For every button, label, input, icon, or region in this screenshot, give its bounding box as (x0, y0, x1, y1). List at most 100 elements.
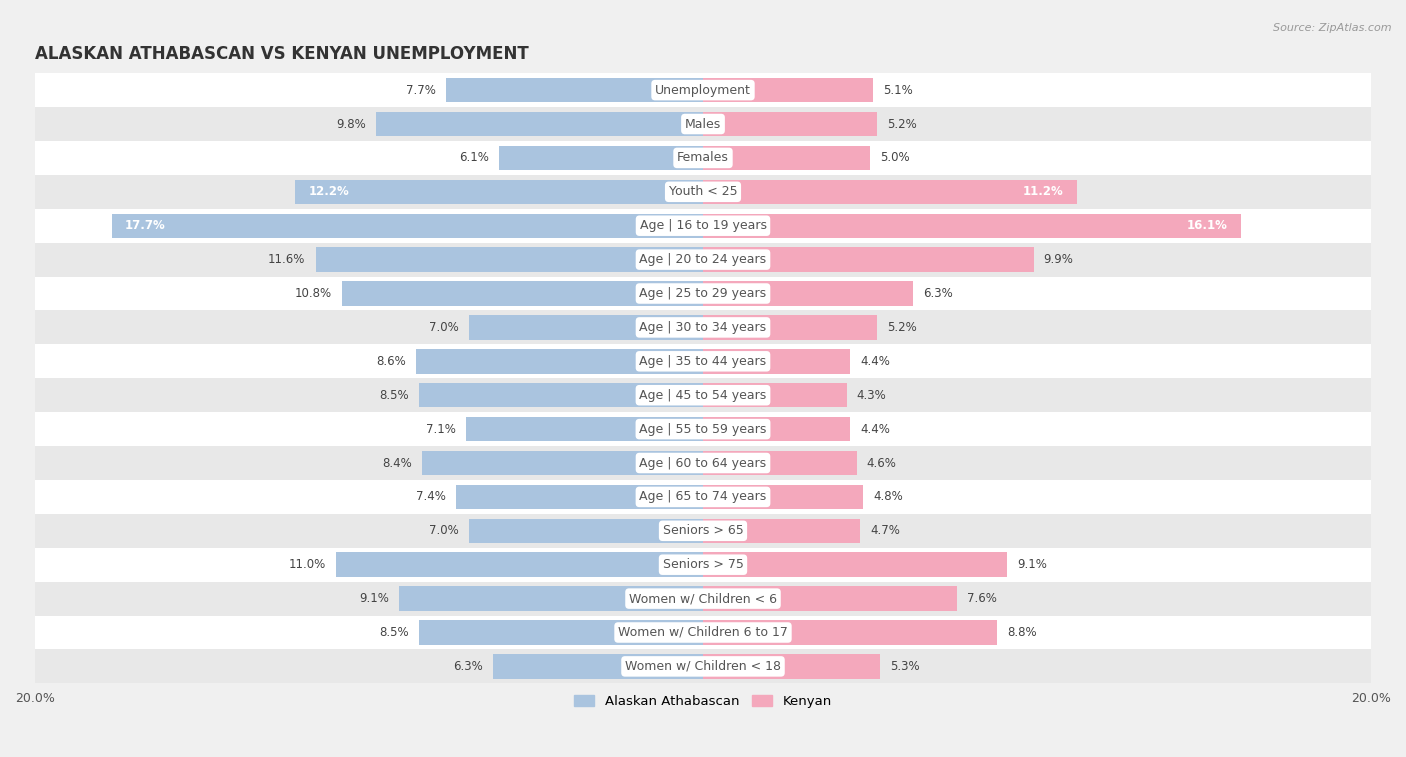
Bar (375, 112, 703, 136)
Bar (703, 620, 997, 645)
Bar (35, 650, 1371, 684)
Text: 10.8%: 10.8% (295, 287, 332, 300)
Bar (416, 349, 703, 373)
Bar (470, 315, 703, 340)
Text: 8.5%: 8.5% (380, 388, 409, 402)
Text: Source: ZipAtlas.com: Source: ZipAtlas.com (1274, 23, 1392, 33)
Text: 9.1%: 9.1% (359, 592, 389, 605)
Bar (422, 451, 703, 475)
Text: 5.0%: 5.0% (880, 151, 910, 164)
Text: 5.1%: 5.1% (883, 83, 912, 97)
Text: 4.3%: 4.3% (856, 388, 886, 402)
Text: 7.1%: 7.1% (426, 422, 456, 435)
Bar (35, 344, 1371, 378)
Bar (111, 213, 703, 238)
Bar (35, 175, 1371, 209)
Text: Age | 60 to 64 years: Age | 60 to 64 years (640, 456, 766, 469)
Bar (703, 248, 1033, 272)
Bar (703, 484, 863, 509)
Bar (336, 553, 703, 577)
Text: 8.5%: 8.5% (380, 626, 409, 639)
Text: Youth < 25: Youth < 25 (669, 185, 737, 198)
Legend: Alaskan Athabascan, Kenyan: Alaskan Athabascan, Kenyan (569, 690, 837, 713)
Text: 7.0%: 7.0% (429, 525, 460, 537)
Text: 7.7%: 7.7% (406, 83, 436, 97)
Text: 7.4%: 7.4% (416, 491, 446, 503)
Bar (465, 417, 703, 441)
Text: 9.8%: 9.8% (336, 117, 366, 130)
Text: 6.3%: 6.3% (924, 287, 953, 300)
Bar (703, 451, 856, 475)
Text: 8.8%: 8.8% (1007, 626, 1036, 639)
Bar (703, 78, 873, 102)
Bar (342, 282, 703, 306)
Text: 5.3%: 5.3% (890, 660, 920, 673)
Bar (703, 179, 1077, 204)
Text: 11.6%: 11.6% (269, 253, 305, 266)
Text: 4.8%: 4.8% (873, 491, 903, 503)
Text: 9.1%: 9.1% (1017, 558, 1047, 572)
Bar (35, 276, 1371, 310)
Bar (35, 412, 1371, 446)
Bar (703, 145, 870, 170)
Text: Seniors > 65: Seniors > 65 (662, 525, 744, 537)
Bar (35, 615, 1371, 650)
Text: 4.6%: 4.6% (866, 456, 897, 469)
Text: ALASKAN ATHABASCAN VS KENYAN UNEMPLOYMENT: ALASKAN ATHABASCAN VS KENYAN UNEMPLOYMEN… (35, 45, 529, 64)
Text: Age | 35 to 44 years: Age | 35 to 44 years (640, 355, 766, 368)
Text: Age | 30 to 34 years: Age | 30 to 34 years (640, 321, 766, 334)
Bar (470, 519, 703, 543)
Text: Age | 16 to 19 years: Age | 16 to 19 years (640, 220, 766, 232)
Bar (399, 587, 703, 611)
Bar (295, 179, 703, 204)
Text: 9.9%: 9.9% (1043, 253, 1074, 266)
Text: 12.2%: 12.2% (309, 185, 350, 198)
Text: 4.4%: 4.4% (860, 355, 890, 368)
Bar (703, 553, 1007, 577)
Text: 16.1%: 16.1% (1187, 220, 1227, 232)
Text: Women w/ Children 6 to 17: Women w/ Children 6 to 17 (619, 626, 787, 639)
Bar (35, 480, 1371, 514)
Bar (35, 378, 1371, 412)
Text: 11.0%: 11.0% (288, 558, 326, 572)
Text: 8.6%: 8.6% (375, 355, 406, 368)
Text: Males: Males (685, 117, 721, 130)
Text: 7.6%: 7.6% (967, 592, 997, 605)
Bar (703, 282, 914, 306)
Bar (703, 587, 957, 611)
Bar (315, 248, 703, 272)
Bar (419, 383, 703, 407)
Text: Women w/ Children < 6: Women w/ Children < 6 (628, 592, 778, 605)
Bar (35, 310, 1371, 344)
Text: Age | 20 to 24 years: Age | 20 to 24 years (640, 253, 766, 266)
Bar (703, 315, 877, 340)
Text: 17.7%: 17.7% (125, 220, 166, 232)
Text: 8.4%: 8.4% (382, 456, 412, 469)
Bar (703, 112, 877, 136)
Text: Women w/ Children < 18: Women w/ Children < 18 (626, 660, 780, 673)
Bar (35, 446, 1371, 480)
Bar (703, 654, 880, 678)
Text: 6.3%: 6.3% (453, 660, 482, 673)
Bar (703, 213, 1240, 238)
Text: 5.2%: 5.2% (887, 117, 917, 130)
Text: Age | 25 to 29 years: Age | 25 to 29 years (640, 287, 766, 300)
Text: 4.7%: 4.7% (870, 525, 900, 537)
Bar (35, 209, 1371, 243)
Text: Seniors > 75: Seniors > 75 (662, 558, 744, 572)
Bar (703, 519, 860, 543)
Bar (499, 145, 703, 170)
Bar (419, 620, 703, 645)
Bar (703, 383, 846, 407)
Text: 6.1%: 6.1% (460, 151, 489, 164)
Bar (35, 548, 1371, 581)
Text: Age | 65 to 74 years: Age | 65 to 74 years (640, 491, 766, 503)
Bar (35, 581, 1371, 615)
Bar (703, 417, 851, 441)
Text: Females: Females (678, 151, 728, 164)
Bar (446, 78, 703, 102)
Bar (492, 654, 703, 678)
Bar (35, 107, 1371, 141)
Text: Age | 55 to 59 years: Age | 55 to 59 years (640, 422, 766, 435)
Text: Unemployment: Unemployment (655, 83, 751, 97)
